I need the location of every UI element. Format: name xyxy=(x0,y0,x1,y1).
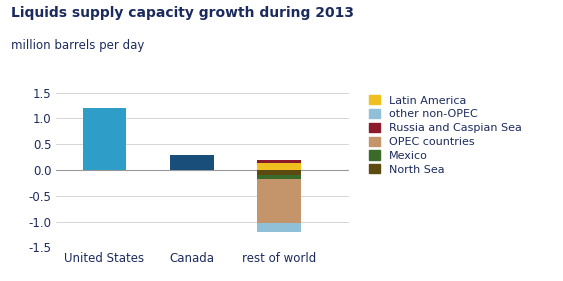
Bar xyxy=(170,155,213,170)
Bar xyxy=(83,108,126,170)
Text: Liquids supply capacity growth during 2013: Liquids supply capacity growth during 20… xyxy=(11,6,354,20)
Bar xyxy=(257,170,301,175)
Bar xyxy=(257,160,301,163)
Text: million barrels per day: million barrels per day xyxy=(11,39,145,52)
Bar xyxy=(257,179,301,223)
Legend: Latin America, other non-OPEC, Russia and Caspian Sea, OPEC countries, Mexico, N: Latin America, other non-OPEC, Russia an… xyxy=(369,95,522,175)
Bar xyxy=(257,163,301,170)
Bar xyxy=(257,175,301,179)
Bar xyxy=(257,223,301,232)
